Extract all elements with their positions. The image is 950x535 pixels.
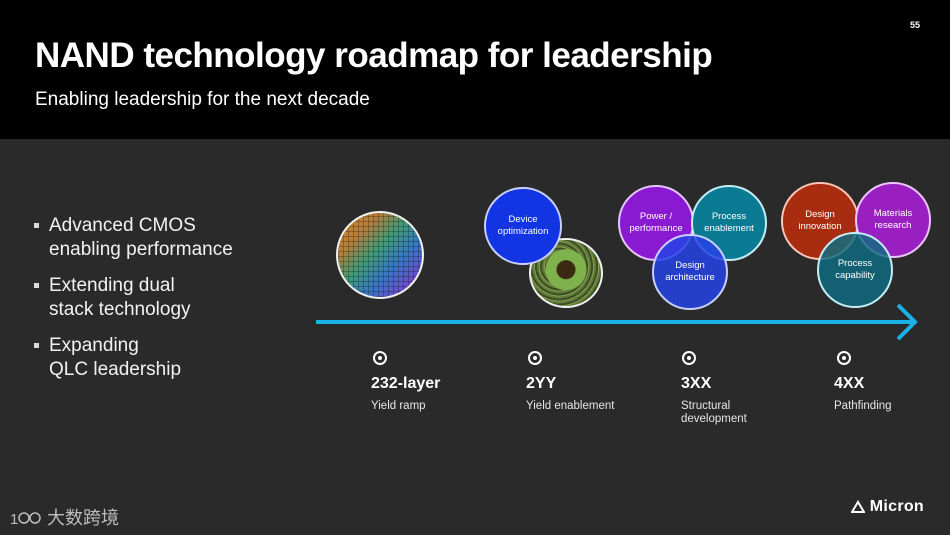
circle-text: Materials xyxy=(873,208,913,219)
micron-logo-text: Micron xyxy=(869,498,924,515)
slide-header xyxy=(0,0,950,139)
bullet-line: QLC leadership xyxy=(49,359,182,380)
milestone-label: 4XX xyxy=(834,375,865,392)
circle-text: innovation xyxy=(798,221,842,232)
watermark-text: 大数跨境 xyxy=(47,508,120,528)
circle-text: Device xyxy=(508,214,538,225)
circle-text: performance xyxy=(629,223,683,234)
milestone-desc: Pathfinding xyxy=(834,400,892,412)
circle-text: Process xyxy=(837,258,873,269)
bullet-line: stack technology xyxy=(49,299,191,320)
bullet-item: Expanding QLC leadership xyxy=(34,334,233,382)
bullet-list: Advanced CMOS enabling performance Exten… xyxy=(34,214,233,394)
circle-device-optimization: Device optimization xyxy=(484,187,562,265)
wafer-image xyxy=(336,211,424,299)
svg-text:1: 1 xyxy=(10,511,18,528)
milestone-label: 3XX xyxy=(681,375,712,392)
micron-logo: Micron xyxy=(850,498,924,516)
milestone-label: 2YY xyxy=(526,375,557,392)
milestone-node xyxy=(682,351,696,365)
bullet-item: Extending dual stack technology xyxy=(34,274,233,322)
watermark-logo: 1 大数跨境 xyxy=(10,504,119,530)
bullet-line: enabling performance xyxy=(49,239,233,260)
milestone-node xyxy=(373,351,387,365)
page-number: 55 xyxy=(909,20,920,30)
milestone-desc: Yield ramp xyxy=(371,400,426,412)
circle-text: Design xyxy=(805,209,835,220)
milestone-node xyxy=(528,351,542,365)
circle-text: architecture xyxy=(665,272,715,283)
bullet-line: Expanding xyxy=(49,335,139,356)
bullet-line: Advanced CMOS xyxy=(49,215,196,236)
circle-text: Process xyxy=(711,211,747,222)
timeline-arrowhead xyxy=(896,303,918,341)
bullet-item: Advanced CMOS enabling performance xyxy=(34,214,233,262)
milestone-desc: development xyxy=(681,413,747,425)
watermark-icon: 1 xyxy=(10,511,41,528)
slide-subtitle: Enabling leadership for the next decade xyxy=(35,89,370,110)
milestone-node xyxy=(837,351,851,365)
circle-design-architecture: Design architecture xyxy=(652,234,728,310)
milestone-desc: Yield enablement xyxy=(526,400,615,412)
milestone-desc: Structural xyxy=(681,400,731,412)
micron-mark-icon xyxy=(850,500,866,513)
circle-text: capability xyxy=(835,270,875,281)
milestone-label: 232-layer xyxy=(371,375,441,392)
circle-text: Design xyxy=(675,260,705,271)
circle-text: enablement xyxy=(704,223,754,234)
circle-text: optimization xyxy=(497,226,549,237)
circle-process-capability: Process capability xyxy=(817,232,893,308)
bullet-line: Extending dual xyxy=(49,275,175,296)
slide-title: NAND technology roadmap for leadership xyxy=(35,36,713,75)
circle-text: Power / xyxy=(639,211,673,222)
circle-text: research xyxy=(874,220,912,231)
